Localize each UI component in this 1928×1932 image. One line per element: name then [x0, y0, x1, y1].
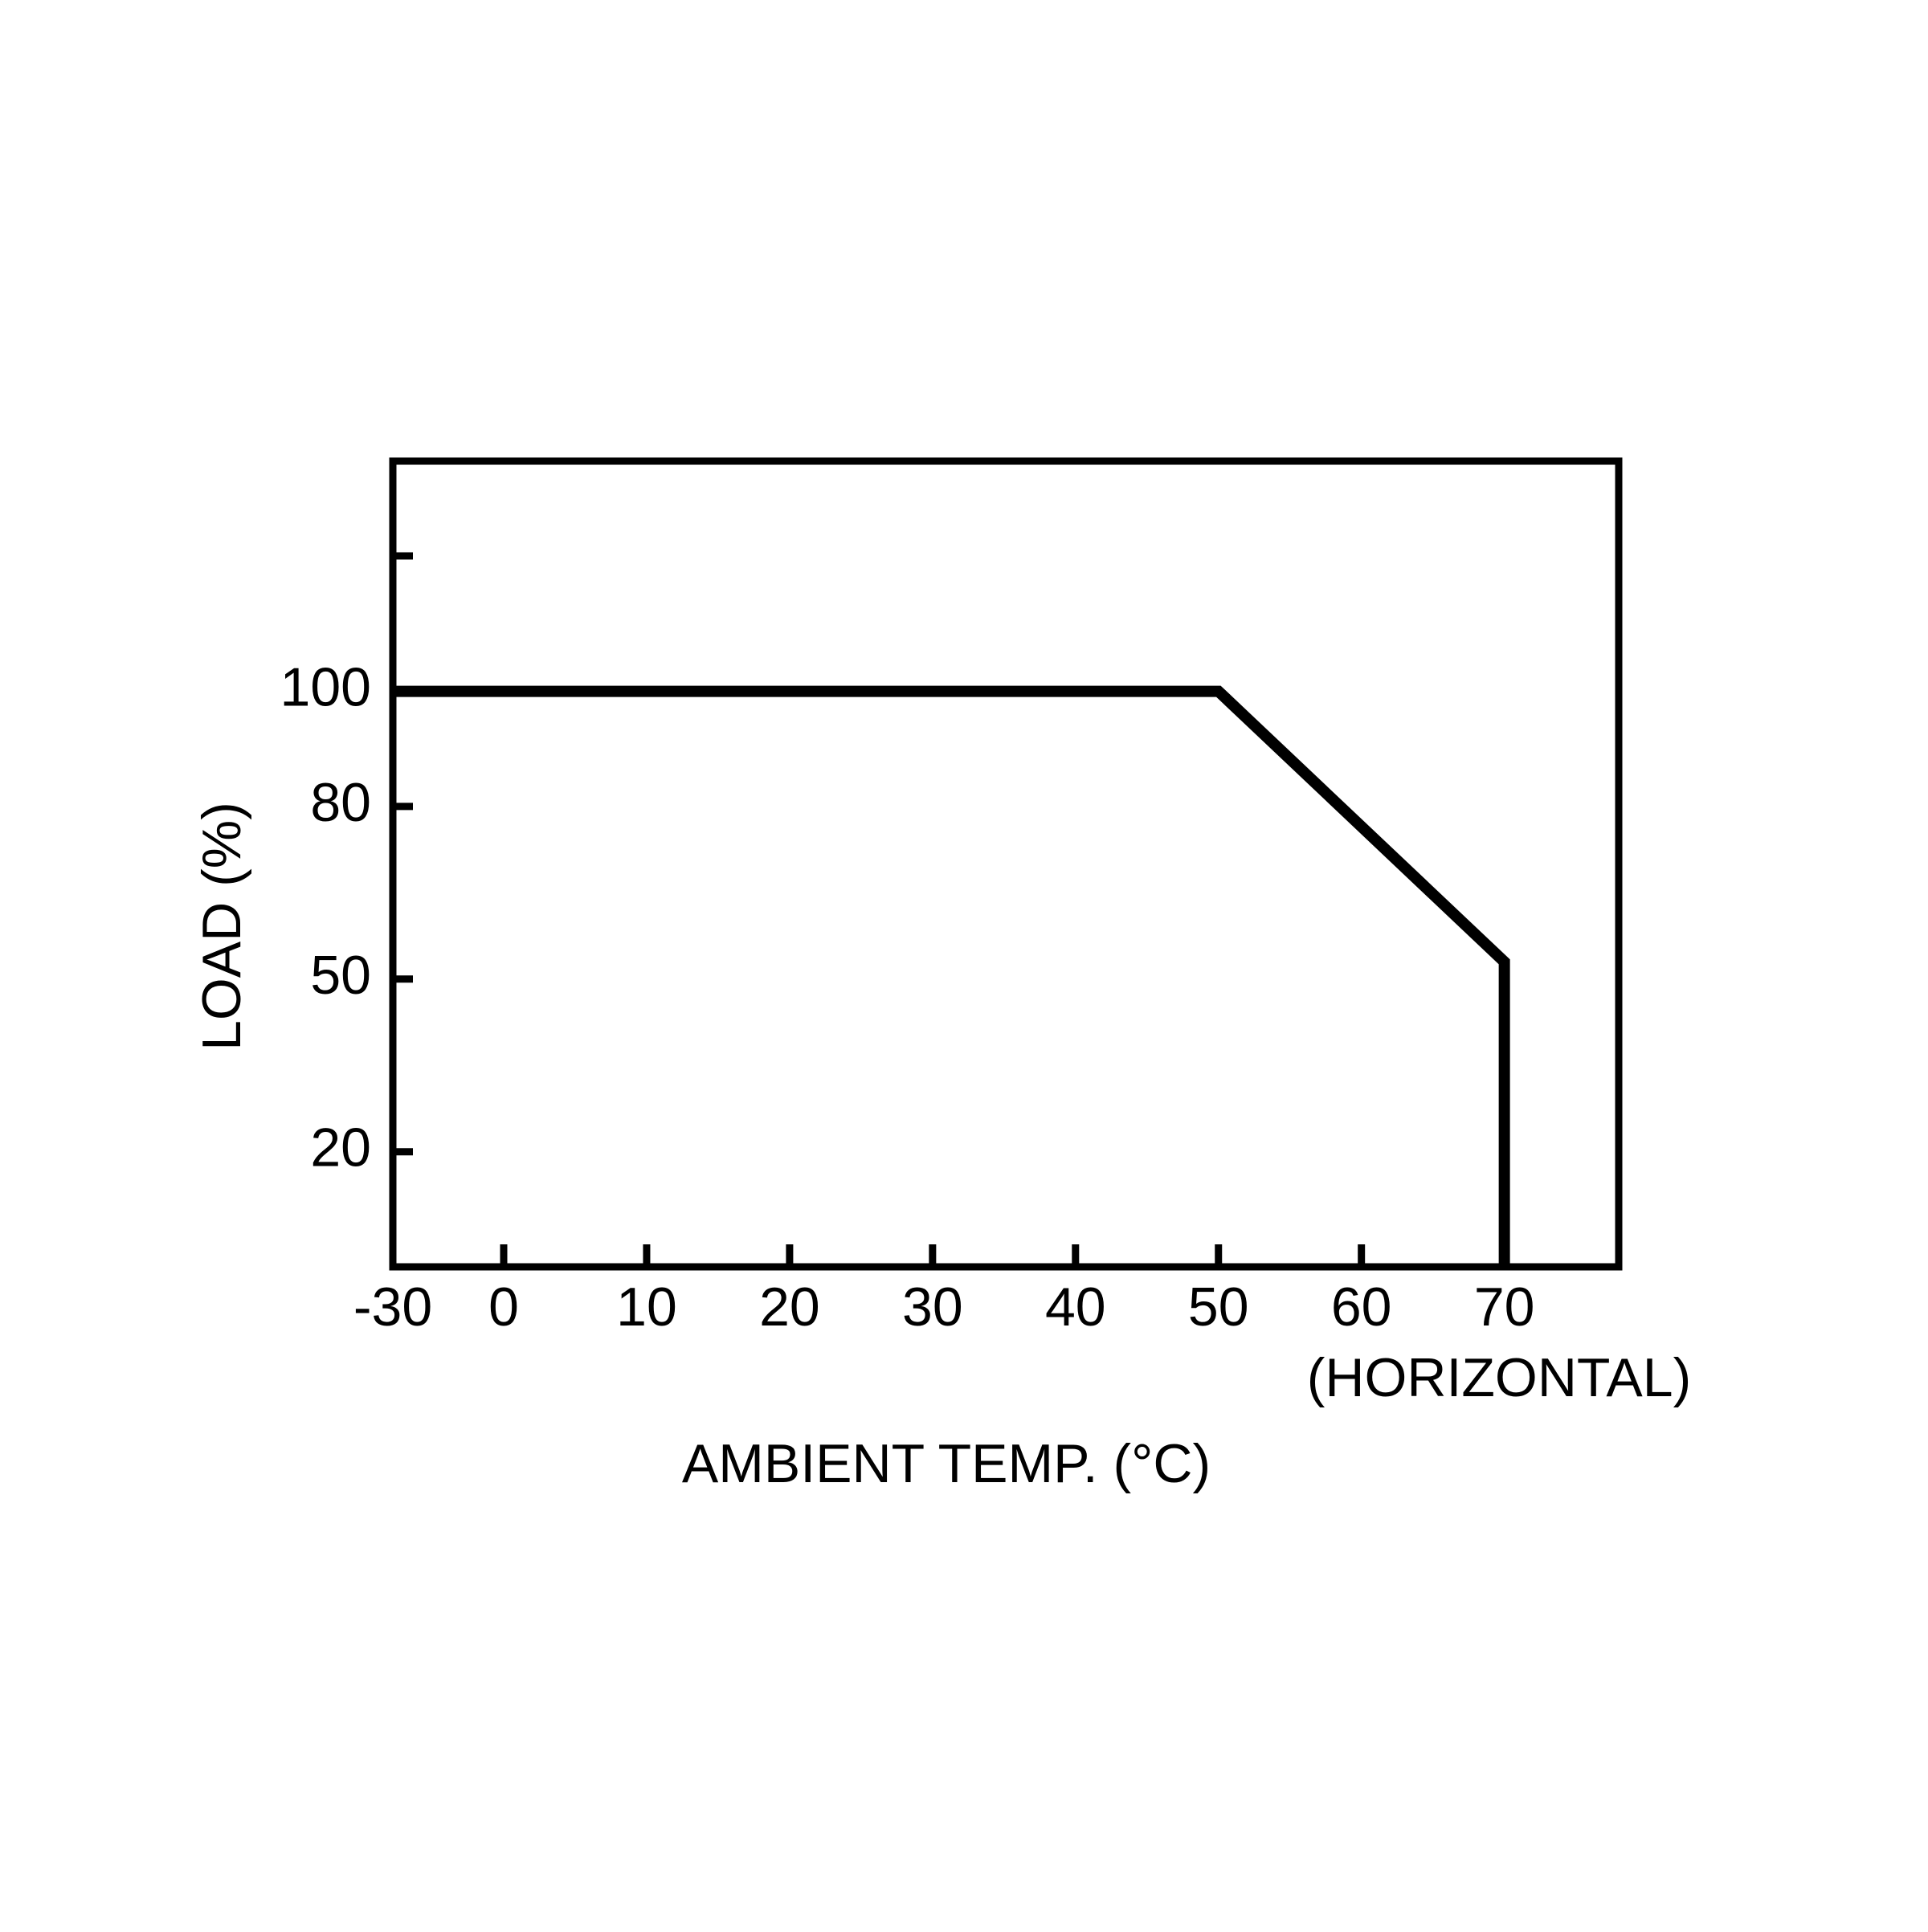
x-axis-note: (HORIZONTAL): [1307, 1347, 1692, 1408]
plot-frame: [389, 457, 1623, 1271]
x-tick-label: 40: [1045, 1276, 1106, 1338]
x-tick-label: 60: [1331, 1276, 1392, 1338]
series-line: [393, 685, 1510, 1267]
x-tick-label: 50: [1188, 1276, 1249, 1338]
x-tick-label: -30: [353, 1276, 432, 1338]
x-tick-label: 70: [1474, 1276, 1535, 1338]
y-tick-label: 100: [280, 657, 371, 718]
x-tick-label: 10: [616, 1276, 677, 1338]
y-axis-title: LOAD (%): [191, 802, 252, 1051]
y-tick-label: 20: [310, 1117, 371, 1178]
x-axis-title: AMBIENT TEMP. (°C): [682, 1433, 1211, 1494]
y-tick-label: 80: [310, 772, 371, 833]
x-tick-label: 20: [759, 1276, 820, 1338]
x-tick-label: 30: [902, 1276, 963, 1338]
x-tick-label: 0: [488, 1276, 519, 1338]
y-tick-label: 50: [310, 945, 371, 1006]
